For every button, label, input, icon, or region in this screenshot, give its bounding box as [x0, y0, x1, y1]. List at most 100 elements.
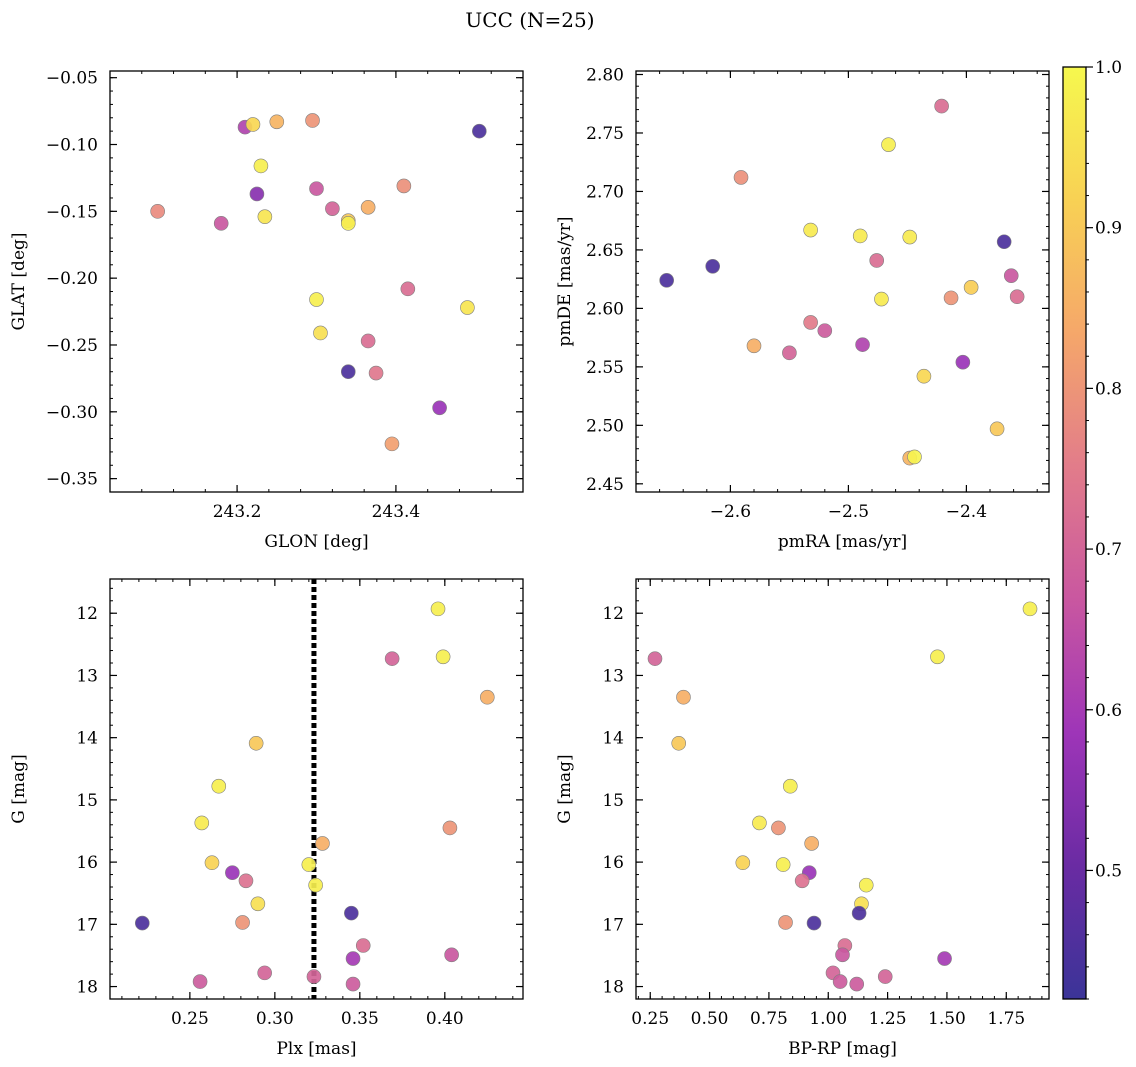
scatter-point [306, 969, 322, 984]
y-tick-label: 17 [76, 915, 98, 935]
scatter-point [245, 117, 261, 132]
scatter-point [384, 651, 400, 666]
y-tick-label: 12 [76, 604, 98, 624]
scatter-point [269, 114, 285, 130]
scatter-points [150, 113, 487, 452]
panel-1: 243.2 243.4 −0.35 −0.30 −0.25 −0.20 −0.15 −0.10… [9, 69, 524, 552]
y-axis-label: G [mag] [555, 754, 575, 823]
scatter-point [989, 421, 1005, 437]
y-tick-label: 14 [76, 729, 98, 749]
scatter-point [855, 337, 870, 352]
scatter-point [150, 204, 165, 219]
scatter-point [238, 873, 254, 889]
scatter-point [309, 181, 324, 196]
x-tick-label: 1.00 [809, 1009, 847, 1029]
scatter-point [301, 857, 317, 872]
y-tick-label: 2.55 [586, 358, 624, 378]
x-tick-label: −2.5 [828, 502, 869, 522]
scatter-point [313, 325, 328, 341]
scatter-point [804, 836, 819, 851]
y-tick-label: 2.65 [586, 241, 624, 261]
scatter-point [902, 229, 918, 245]
scatter-point [671, 735, 687, 751]
scatter-point [249, 186, 265, 202]
scatter-point [360, 200, 376, 215]
axes-frame [635, 578, 1050, 1000]
scatter-point [309, 292, 324, 307]
scatter-point [305, 113, 320, 128]
scatter-points [134, 601, 495, 992]
scatter-point [340, 364, 356, 380]
y-tick-label: 2.50 [586, 416, 624, 436]
scatter-point [368, 365, 384, 381]
colorbar-frame [1062, 66, 1087, 1000]
scatter-point [204, 855, 220, 871]
scatter-point [955, 354, 971, 370]
scatter-point [192, 974, 208, 989]
scatter-point [782, 778, 798, 794]
scatter-point [852, 228, 868, 244]
y-tick-label: −0.25 [46, 336, 98, 356]
scatter-point [460, 300, 475, 315]
y-axis-label: GLAT [deg] [9, 232, 29, 330]
scatter-points [647, 601, 1038, 992]
scatter-point [858, 877, 874, 893]
x-tick-label: 243.2 [213, 502, 262, 522]
colorbar-gradient [1063, 67, 1086, 999]
scatter-point [937, 951, 952, 966]
scatter-point [881, 137, 896, 152]
panel-4: 0.25 0.50 0.75 1.00 1.25 1.50 1.75 12 13 14 15 16 17… [555, 578, 1050, 1059]
figure-title: UCC (N=25) [465, 8, 594, 32]
scatter-point [996, 234, 1012, 250]
scatter-point [257, 965, 272, 981]
scatter-point [874, 291, 889, 307]
y-tick-label: 2.60 [586, 299, 624, 319]
x-tick-label: 0.25 [631, 1009, 669, 1029]
x-tick-label: 1.75 [987, 1009, 1025, 1029]
y-axis-label: G [mag] [9, 754, 29, 823]
scatter-point [835, 947, 850, 963]
scatter-point [752, 815, 767, 831]
scatter-point [400, 281, 416, 297]
scatter-point [676, 689, 691, 705]
scatter-point [930, 649, 945, 665]
colorbar-tick-label: 1.0 [1095, 58, 1122, 78]
scatter-point [248, 735, 264, 751]
scatter-point [435, 649, 451, 665]
scatter-point [963, 280, 979, 295]
x-axis-label: BP-RP [mag] [788, 1039, 897, 1059]
y-tick-label: −0.10 [46, 136, 98, 156]
y-tick-label: 18 [76, 978, 98, 998]
x-tick-label: 0.30 [256, 1009, 294, 1029]
y-tick-label: 13 [602, 666, 624, 686]
scatter-points [659, 98, 1025, 466]
y-tick-label: −0.30 [46, 403, 98, 423]
colorbar-tick-label: 0.9 [1095, 219, 1122, 239]
scatter-point [803, 222, 818, 238]
scatter-point [480, 689, 495, 705]
scatter-point [430, 601, 446, 617]
y-axis-label: pmDE [mas/yr] [555, 216, 575, 346]
scatter-point [472, 123, 487, 139]
scatter-point [432, 400, 447, 416]
x-axis-label: GLON [deg] [264, 532, 368, 552]
x-tick-label: 0.40 [426, 1009, 464, 1029]
scatter-point [934, 98, 949, 114]
scatter-point [803, 315, 818, 330]
scatter-point [806, 915, 822, 931]
y-tick-label: 2.75 [586, 124, 624, 144]
scatter-point [916, 368, 932, 384]
scatter-point [794, 873, 810, 889]
scatter-point [194, 815, 210, 831]
x-tick-label: 243.4 [372, 502, 421, 522]
scatter-point [235, 915, 250, 930]
y-tick-label: 14 [602, 729, 624, 749]
x-tick-label: 0.35 [341, 1009, 379, 1029]
panel-3: 0.25 0.30 0.35 0.40 12 13 14 15 16 17 18 Plx [mas] G… [9, 578, 524, 1059]
scatter-point [344, 905, 359, 921]
scatter-point [705, 258, 721, 274]
scatter-point [775, 857, 791, 872]
scatter-point [257, 209, 273, 224]
axes-frame [109, 70, 524, 493]
scatter-point [384, 436, 400, 452]
